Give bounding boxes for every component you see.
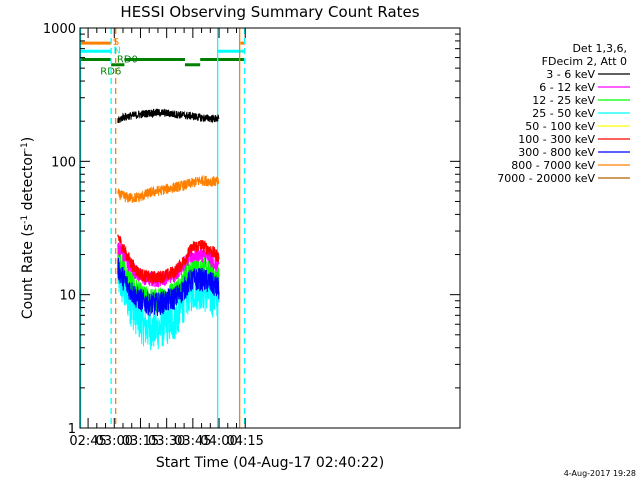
plot-frame: [79, 27, 461, 429]
legend-entry-label: 300 - 800 keV: [518, 146, 595, 159]
y-tick-label: 100: [51, 155, 76, 170]
event-markers: [79, 28, 246, 428]
chart-title: HESSI Observing Summary Count Rates: [120, 3, 419, 21]
x-tick-label: 03:00: [96, 434, 133, 449]
flag-label: N: [113, 45, 120, 56]
x-tick-label: 03:45: [174, 434, 211, 449]
y-tick-label: 1: [68, 422, 76, 437]
footer-timestamp: 4-Aug-2017 19:28: [564, 469, 636, 478]
y-tick-label: 10: [59, 289, 76, 304]
series-line: [117, 257, 220, 317]
series-line: [117, 175, 220, 204]
x-tick-label: 04:15: [226, 434, 263, 449]
flag-label: RD0: [117, 55, 138, 66]
series-line: [117, 234, 220, 284]
legend-entry-label: 25 - 50 keV: [532, 107, 595, 120]
legend-entry-label: 6 - 12 keV: [539, 81, 595, 94]
x-tick-label: 02:45: [69, 434, 106, 449]
legend-entry-label: 800 - 7000 keV: [511, 159, 595, 172]
series-group: [117, 108, 220, 351]
legend-header-line: Det 1,3,6,: [572, 42, 627, 55]
legend-entry-label: 12 - 25 keV: [532, 94, 595, 107]
x-tick-label: 03:15: [122, 434, 159, 449]
y-tick-label: 1000: [43, 22, 76, 37]
axes-group: 1 10 100 1000 02:4503:0003:1503:3003:4504:00…: [43, 22, 460, 449]
legend-entry-label: 100 - 300 keV: [518, 133, 595, 146]
y-axis-label: Count Rate (s-1 detector-1): [20, 137, 36, 319]
series-line: [117, 108, 220, 124]
legend-entry-label: 50 - 100 keV: [525, 120, 595, 133]
x-tick-label: 03:30: [148, 434, 185, 449]
x-tick-label: 04:00: [200, 434, 237, 449]
legend-entry-label: 3 - 6 keV: [546, 68, 595, 81]
legend-entry-label: 7000 - 20000 keV: [497, 172, 595, 185]
legend-header-line: FDecim 2, Att 0: [542, 55, 627, 68]
x-axis-label: Start Time (04-Aug-17 02:40:22): [156, 455, 384, 471]
